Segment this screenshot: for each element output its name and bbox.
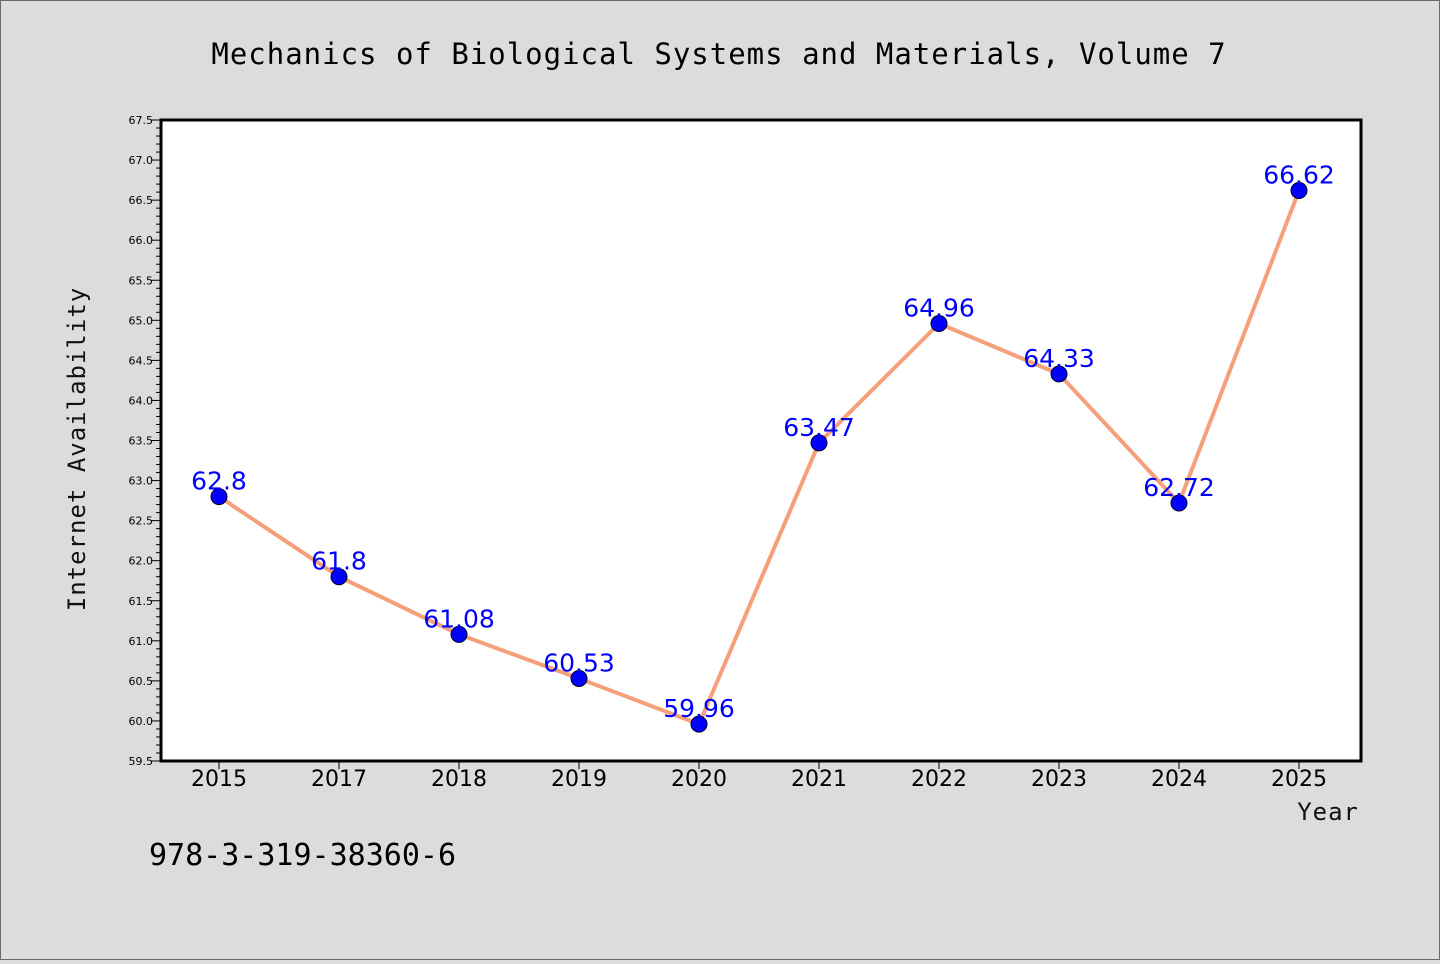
y-tick-label: 60.5 [129, 675, 154, 688]
data-point-2023 [1050, 365, 1068, 383]
data-point-2020 [690, 715, 708, 733]
data-point-2025 [1290, 182, 1308, 200]
y-axis-label: Internet Availability [63, 287, 91, 611]
y-tick-label: 62.0 [129, 555, 154, 568]
plot-area [161, 120, 1361, 761]
data-point-2024 [1170, 494, 1188, 512]
data-label-2024: 62.72 [1143, 473, 1215, 502]
y-tick-label: 67.0 [129, 154, 154, 167]
data-label-2021: 63.47 [783, 413, 855, 442]
y-tick-label: 61.0 [129, 635, 154, 648]
x-axis-label: Year [1297, 798, 1359, 826]
x-tick-label: 2023 [1031, 767, 1087, 792]
x-tick-label: 2024 [1151, 767, 1207, 792]
x-tick-label: 2019 [551, 767, 607, 792]
y-tick-label: 66.0 [129, 234, 154, 247]
x-tick-label: 2017 [311, 767, 367, 792]
y-tick-label: 64.0 [129, 394, 154, 407]
y-tick-label: 62.5 [129, 515, 154, 528]
data-label-2019: 60.53 [543, 648, 615, 677]
data-labels: 62.8 61.8 61.08 60.53 59.96 63.47 64.96 64.33 62… [191, 161, 1335, 724]
data-point-2015 [210, 488, 228, 506]
y-tick-label: 60.0 [129, 715, 154, 728]
y-tick-label: 64.5 [129, 354, 154, 367]
y-tick-label: 65.0 [129, 314, 154, 327]
data-point-2019 [570, 669, 588, 687]
data-point-2022 [930, 315, 948, 333]
x-tick-label: 2021 [791, 767, 847, 792]
y-tick-label: 63.0 [129, 475, 154, 488]
y-tick-label: 66.5 [129, 194, 154, 207]
x-tick-label: 2018 [431, 767, 487, 792]
data-markers [210, 182, 1308, 733]
data-label-2017: 61.8 [311, 547, 367, 576]
chart-title: Mechanics of Biological Systems and Mate… [211, 37, 1226, 71]
y-tick-label: 67.5 [129, 114, 154, 127]
y-tick-label: 61.5 [129, 595, 154, 608]
data-label-2023: 64.33 [1023, 344, 1095, 373]
y-axis-ticks: 59.5 60.0 60.5 61.0 61.5 62.0 62.5 63.0 63.5 64.0… [129, 114, 161, 768]
data-point-2017 [330, 568, 348, 586]
x-tick-label: 2025 [1271, 767, 1327, 792]
y-tick-label: 65.5 [129, 274, 154, 287]
data-label-2025: 66.62 [1263, 161, 1335, 190]
series-line [217, 188, 1301, 727]
data-point-2018 [450, 625, 468, 643]
x-axis-ticks: 2015 2017 2018 2019 2020 2021 2022 2023 2024 2025 [191, 761, 1327, 792]
data-label-2020: 59.96 [663, 694, 735, 723]
x-tick-label: 2015 [191, 767, 247, 792]
data-label-2018: 61.08 [423, 604, 495, 633]
data-label-2022: 64.96 [903, 294, 975, 323]
isbn-label: 978-3-319-38360-6 [149, 838, 456, 873]
plot-border [159, 118, 1363, 763]
y-tick-label: 63.5 [129, 435, 154, 448]
x-tick-label: 2022 [911, 767, 967, 792]
y-tick-label: 59.5 [129, 755, 154, 768]
data-label-2015: 62.8 [191, 467, 247, 496]
data-point-2021 [810, 434, 828, 452]
x-tick-label: 2020 [671, 767, 727, 792]
